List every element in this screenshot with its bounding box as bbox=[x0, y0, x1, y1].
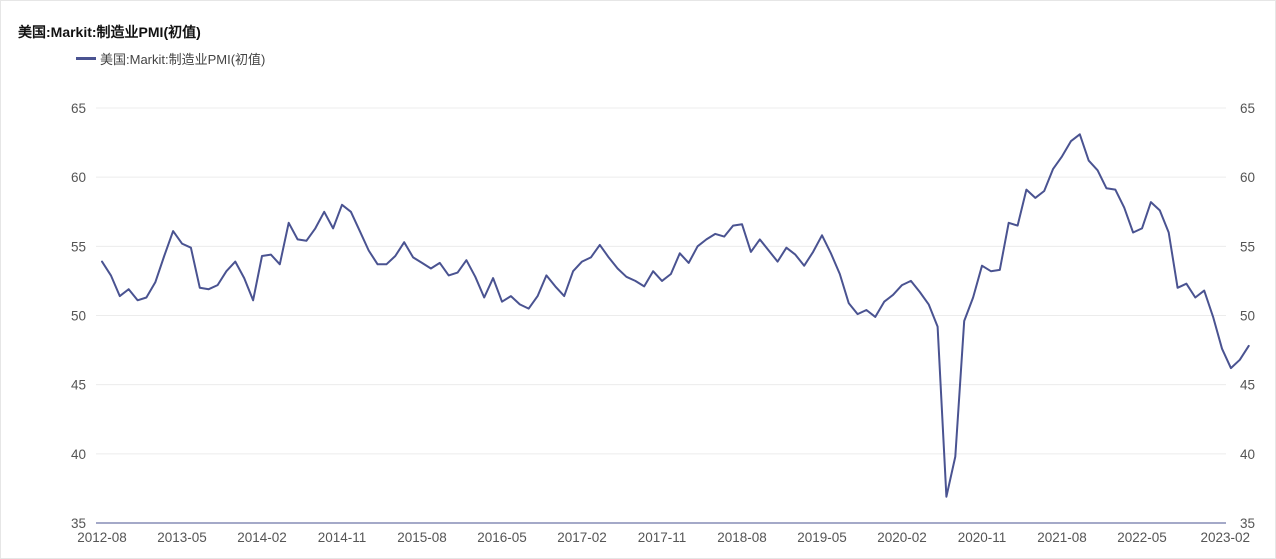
x-tick-label: 2021-08 bbox=[1037, 530, 1087, 545]
y-tick-label-left: 40 bbox=[71, 447, 86, 462]
x-tick-label: 2017-02 bbox=[557, 530, 607, 545]
x-tick-label: 2020-02 bbox=[877, 530, 927, 545]
series-line bbox=[101, 133, 1250, 498]
chart-title: 美国:Markit:制造业PMI(初值) bbox=[18, 24, 201, 40]
x-tick-label: 2014-02 bbox=[237, 530, 287, 545]
y-tick-label-right: 60 bbox=[1240, 170, 1255, 185]
x-tick-label: 2017-11 bbox=[638, 530, 687, 545]
y-tick-label-right: 40 bbox=[1240, 447, 1255, 462]
y-tick-label-right: 55 bbox=[1240, 239, 1255, 254]
x-tick-label: 2019-05 bbox=[797, 530, 847, 545]
y-tick-label-left: 50 bbox=[71, 309, 86, 324]
x-tick-label: 2018-08 bbox=[717, 530, 767, 545]
y-tick-label-left: 60 bbox=[71, 170, 86, 185]
legend[interactable]: 美国:Markit:制造业PMI(初值) bbox=[76, 49, 265, 68]
x-tick-label: 2013-05 bbox=[157, 530, 207, 545]
x-tick-label: 2022-05 bbox=[1117, 530, 1167, 545]
y-tick-label-right: 45 bbox=[1240, 378, 1255, 393]
legend-label: 美国:Markit:制造业PMI(初值) bbox=[100, 52, 266, 67]
x-tick-label: 2016-05 bbox=[477, 530, 527, 545]
x-tick-label: 2014-11 bbox=[318, 530, 367, 545]
legend-line-swatch bbox=[76, 57, 96, 60]
x-tick-label: 2023-02 bbox=[1200, 530, 1250, 545]
x-tick-label: 2012-08 bbox=[77, 530, 127, 545]
x-tick-label: 2015-08 bbox=[397, 530, 447, 545]
y-tick-label-left: 55 bbox=[71, 239, 86, 254]
x-tick-label: 2020-11 bbox=[958, 530, 1007, 545]
y-tick-label-right: 50 bbox=[1240, 309, 1255, 324]
y-tick-label-right: 35 bbox=[1240, 516, 1255, 531]
y-tick-label-right: 65 bbox=[1240, 101, 1255, 116]
y-tick-label-left: 35 bbox=[71, 516, 86, 531]
y-tick-label-left: 45 bbox=[71, 378, 86, 393]
y-tick-label-left: 65 bbox=[71, 101, 86, 116]
